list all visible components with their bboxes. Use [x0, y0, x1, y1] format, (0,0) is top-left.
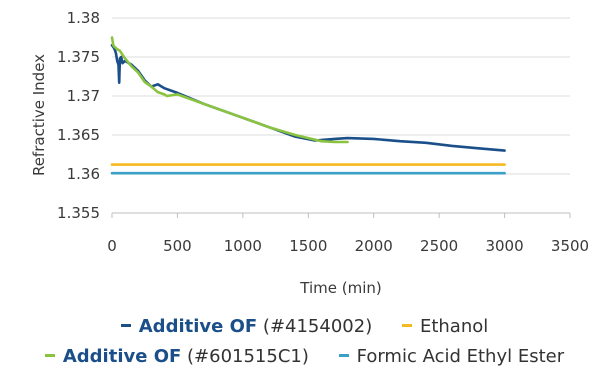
series-line-additive-of-4154002	[110, 43, 506, 152]
legend-label-rest: (#601515C1)	[181, 346, 309, 367]
y-axis-title: Refractive Index	[30, 54, 48, 176]
legend-item-additive-of-4154002: Additive OF (#4154002)	[120, 316, 373, 337]
y-tick-label: 1.365	[57, 126, 100, 144]
y-tick-labels: 1.355 1.36 1.365 1.37 1.375 1.38	[57, 9, 100, 222]
legend-label-bold: Additive OF	[138, 316, 258, 337]
series-lines	[110, 36, 506, 175]
y-tick-label: 1.375	[57, 48, 100, 66]
y-tick-label: 1.37	[67, 87, 100, 105]
y-tick-label: 1.36	[67, 165, 100, 183]
legend-row-2: Additive OF (#601515C1) Formic Acid Ethy…	[0, 346, 609, 367]
x-axis-title: Time (min)	[299, 279, 381, 297]
x-tick-label: 3500	[551, 237, 589, 255]
x-tick-label: 2000	[355, 237, 393, 255]
x-tick-label: 3000	[485, 237, 523, 255]
x-tick-label: 500	[163, 237, 192, 255]
legend-item-ethanol: Ethanol	[401, 316, 489, 337]
x-tick-label: 2500	[420, 237, 458, 255]
y-tick-label: 1.38	[67, 9, 100, 27]
legend-swatch-formic-acid-ethyl-ester	[338, 353, 349, 357]
legend-item-formic-acid-ethyl-ester: Formic Acid Ethyl Ester	[338, 346, 565, 367]
legend-swatch-ethanol	[401, 323, 412, 327]
legend-row-1: Additive OF (#4154002) Ethanol	[0, 316, 609, 337]
legend-swatch-additive-of-601515c1	[44, 353, 55, 357]
legend-label: Formic Acid Ethyl Ester	[356, 346, 565, 367]
legend-swatch-additive-of-4154002	[120, 323, 131, 327]
x-tick-label: 0	[107, 237, 117, 255]
legend-label-rest: (#4154002)	[257, 316, 373, 337]
x-tick-label: 1000	[224, 237, 262, 255]
legend-item-additive-of-601515c1: Additive OF (#601515C1)	[44, 346, 309, 367]
legend-label-bold: Additive OF	[62, 346, 182, 367]
series-line-additive-of-601515c1	[110, 36, 349, 144]
x-tick-label: 1500	[289, 237, 327, 255]
y-tick-label: 1.355	[57, 204, 100, 222]
legend-label: Ethanol	[419, 316, 489, 337]
x-tick-labels: 0 500 1000 1500 2000 2500 3000 3500	[107, 237, 589, 255]
chart: 1.355 1.36 1.365 1.37 1.375 1.38 0 500 1000 1500…	[30, 9, 589, 297]
gridlines	[111, 17, 571, 218]
